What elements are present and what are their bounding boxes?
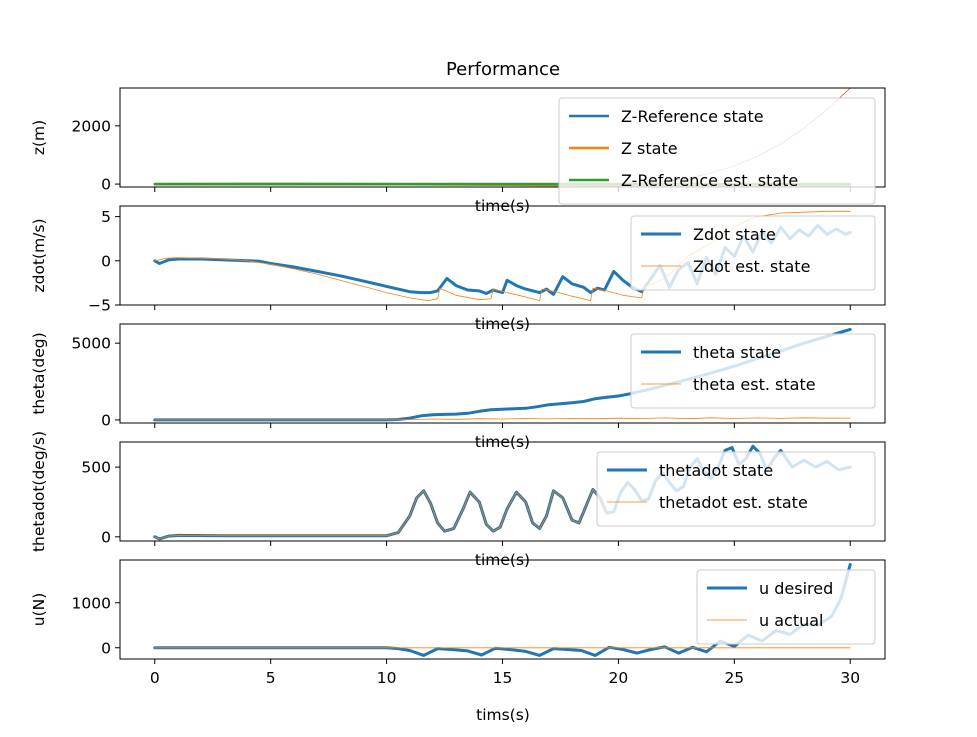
x-tick-label: 25 <box>724 669 744 687</box>
y-axis-label: theta(deg) <box>30 332 48 414</box>
legend-label: Z-Reference est. state <box>621 171 798 190</box>
x-tick-label: 15 <box>493 669 513 687</box>
x-tick-label: 0 <box>150 669 160 687</box>
legend: Z-Reference state Z state Z-Reference est.… <box>558 97 876 205</box>
y-axis-label: z(m) <box>30 120 48 155</box>
legend-label: theta est. state <box>693 375 816 394</box>
legend-frame <box>596 451 876 527</box>
legend-label: Z state <box>621 139 678 158</box>
y-tick-label: 0 <box>101 176 111 194</box>
legend: u desired u actual <box>696 569 876 645</box>
series-line-2 <box>154 417 851 421</box>
legend: theta state theta est. state <box>630 333 876 409</box>
y-tick-label: −5 <box>88 297 111 315</box>
x-tick-label: 5 <box>266 669 276 687</box>
legend-label: Zdot est. state <box>693 257 810 276</box>
x-tick-label: 30 <box>840 669 860 687</box>
legend-frame <box>630 333 876 409</box>
y-tick-label: 1000 <box>72 594 111 612</box>
legend-label: u desired <box>759 579 833 598</box>
series-line-2 <box>154 488 608 540</box>
y-tick-label: 5 <box>101 208 111 226</box>
legend-frame <box>558 97 876 205</box>
figure-title: Performance <box>446 59 560 80</box>
y-axis-label: thetadot(deg/s) <box>30 431 48 552</box>
y-tick-label: 500 <box>81 459 111 477</box>
y-tick-label: 0 <box>101 528 111 546</box>
y-tick-label: 0 <box>101 639 111 657</box>
bottom-x-axis-label: tims(s) <box>476 706 530 724</box>
legend-label: Zdot state <box>693 225 776 244</box>
legend: thetadot state thetadot est. state <box>596 451 876 527</box>
y-tick-label: 5000 <box>72 335 111 353</box>
x-tick-label: 20 <box>609 669 629 687</box>
legend-label: thetadot est. state <box>659 493 808 512</box>
y-tick-label: 2000 <box>72 117 111 135</box>
y-axis-label: zdot(m/s) <box>30 218 48 292</box>
legend-label: thetadot state <box>659 461 773 480</box>
y-axis-label: u(N) <box>30 593 48 627</box>
y-tick-label: 0 <box>101 252 111 270</box>
legend-label: u actual <box>759 611 824 630</box>
legend-label: Z-Reference state <box>621 107 764 126</box>
subplot-5: 0 5 10 15 20 25 30 0 1000 u(N) u desired u actual <box>30 559 886 687</box>
x-tick-label: 10 <box>377 669 397 687</box>
y-tick-label: 0 <box>101 411 111 429</box>
legend-label: theta state <box>693 343 781 362</box>
legend: Zdot state Zdot est. state <box>630 215 876 291</box>
legend-frame <box>630 215 876 291</box>
